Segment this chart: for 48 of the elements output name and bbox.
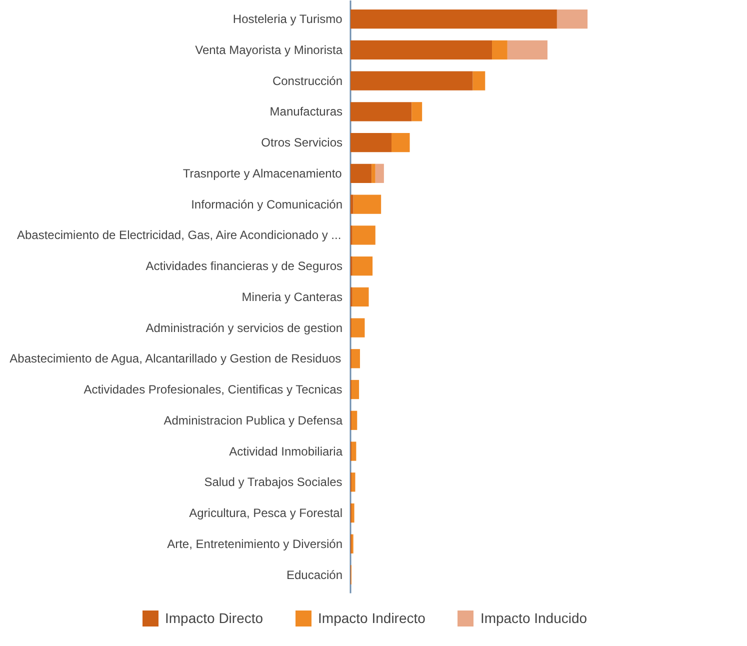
- bar: [412, 102, 422, 122]
- legend-label: Impacto Inducido: [480, 610, 588, 626]
- y-tick-label: Actividad Inmobiliaria: [229, 444, 343, 458]
- y-tick-label: Administracion Publica y Defensa: [164, 413, 343, 428]
- y-tick-label: Otros Servicios: [261, 136, 343, 150]
- bar: [392, 132, 410, 152]
- bar: [351, 380, 360, 400]
- bar: [350, 164, 372, 183]
- bar: [472, 71, 486, 90]
- y-tick-label: Abastecimiento de Agua, Alcantarillado y Gestion de Residuos: [10, 352, 342, 366]
- bar: [351, 503, 354, 523]
- bar: [350, 40, 492, 60]
- legend-label: Impacto Directo: [165, 610, 264, 626]
- bar: [351, 472, 356, 492]
- bar: [507, 40, 548, 60]
- bar: [353, 194, 382, 214]
- bar: [350, 132, 392, 152]
- y-tick-label: Manufacturas: [270, 104, 342, 119]
- y-tick-label: Administración y servicios de gestion: [146, 320, 343, 335]
- bar: [372, 164, 376, 183]
- y-tick-label: Educación: [286, 568, 343, 582]
- y-tick-label: Construcción: [272, 74, 342, 88]
- y-tick-label: Trasnporte y Almacenamiento: [182, 166, 342, 180]
- y-tick-label: Abastecimiento de Electricidad, Gas, Aire Acondicionado y ...: [17, 228, 342, 242]
- bar: [350, 71, 473, 90]
- bar: [351, 349, 360, 368]
- bar: [492, 40, 508, 60]
- y-tick-label: Arte, Entretenimiento y Diversión: [167, 536, 342, 551]
- bar: [350, 9, 557, 29]
- bar: [350, 102, 412, 122]
- bar: [351, 442, 356, 461]
- bar: [351, 410, 358, 430]
- y-tick-label: Información y Comunicación: [191, 197, 343, 212]
- bar: [352, 256, 373, 276]
- bar: [351, 318, 365, 338]
- y-tick-label: Actividades financieras y de Seguros: [146, 259, 343, 274]
- y-tick-label: Venta Mayorista y Minorista: [195, 42, 343, 57]
- y-tick-label: Actividades Profesionales, Cientificas y Tecnicas: [84, 382, 342, 397]
- bar: [556, 9, 588, 29]
- bar: [352, 226, 376, 245]
- legend-label: Impacto Indirecto: [318, 610, 426, 626]
- y-tick-label: Mineria y Canteras: [242, 290, 343, 304]
- bar: [350, 194, 354, 214]
- bar: [352, 287, 369, 306]
- y-tick-label: Agricultura, Pesca y Forestal: [189, 506, 343, 520]
- y-tick-label: Salud y Trabajos Sociales: [204, 475, 342, 490]
- bar: [375, 164, 384, 183]
- y-tick-label: Hosteleria y Turismo: [232, 12, 343, 26]
